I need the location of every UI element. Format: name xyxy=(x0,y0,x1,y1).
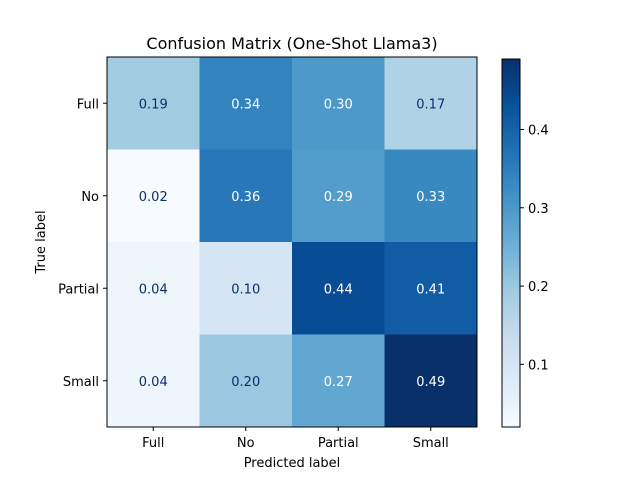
y-tick-label: Partial xyxy=(58,282,99,297)
cell-value-label: 0.36 xyxy=(231,190,260,205)
colorbar-scale xyxy=(501,58,521,428)
heatmap-cell xyxy=(107,242,200,335)
cell-value-label: 0.49 xyxy=(416,375,445,390)
y-axis-label: True label xyxy=(34,210,49,274)
x-axis: Full No Partial Small xyxy=(142,427,449,451)
cell-value-label: 0.29 xyxy=(324,190,353,205)
heatmap-cell xyxy=(199,334,293,428)
y-tick-label: Small xyxy=(63,375,99,390)
colorbar-tick-label: 0.3 xyxy=(528,202,549,217)
x-axis-label: Predicted label xyxy=(244,456,341,471)
cell-value-label: 0.02 xyxy=(139,190,168,205)
x-tick-label: No xyxy=(237,436,255,451)
cell-value-label: 0.34 xyxy=(231,97,260,112)
heatmap-cell xyxy=(199,149,293,243)
cell-value-label: 0.44 xyxy=(324,282,353,297)
cell-value-label: 0.20 xyxy=(231,375,260,390)
heatmap-cell xyxy=(384,242,478,335)
y-tick-label: No xyxy=(81,190,99,205)
colorbar-tick-label: 0.4 xyxy=(528,123,549,138)
heatmap-cell xyxy=(384,57,478,150)
cell-value-label: 0.27 xyxy=(324,375,353,390)
cell-value-label: 0.17 xyxy=(416,97,445,112)
heatmap-cell xyxy=(199,57,293,150)
heatmap-cell-labels: 0.19 0.34 0.30 0.17 0.02 0.36 0.29 0.33 0.04 0.10… xyxy=(139,97,445,390)
x-tick-label: Partial xyxy=(318,436,359,451)
colorbar-tick-label: 0.2 xyxy=(528,280,549,295)
colorbar-tick-label: 0.1 xyxy=(528,358,549,373)
cell-value-label: 0.19 xyxy=(139,97,168,112)
cell-value-label: 0.41 xyxy=(416,282,445,297)
cell-value-label: 0.10 xyxy=(231,282,260,297)
heatmap-cells xyxy=(107,57,478,428)
heatmap-cell xyxy=(107,334,200,428)
heatmap-cell xyxy=(384,334,478,428)
heatmap-cell xyxy=(292,57,385,150)
heatmap-cell xyxy=(292,242,385,335)
heatmap-cell xyxy=(292,334,385,428)
cell-value-label: 0.30 xyxy=(324,97,353,112)
plot-frame xyxy=(106,56,478,428)
x-tick-label: Small xyxy=(413,436,449,451)
y-tick-label: Full xyxy=(77,97,99,112)
heatmap-cell xyxy=(199,242,293,335)
chart-title: Confusion Matrix (One-Shot Llama3) xyxy=(146,34,437,53)
heatmap-cell xyxy=(384,149,478,243)
heatmap-cell xyxy=(292,149,385,243)
cell-value-label: 0.04 xyxy=(139,282,168,297)
heatmap-cell xyxy=(107,57,200,150)
y-axis: Full No Partial Small xyxy=(58,97,107,390)
x-tick-label: Full xyxy=(142,436,164,451)
heatmap-cell xyxy=(107,149,200,243)
colorbar: 0.1 0.2 0.3 0.4 xyxy=(501,58,549,428)
cell-value-label: 0.33 xyxy=(416,190,445,205)
cell-value-label: 0.04 xyxy=(139,375,168,390)
